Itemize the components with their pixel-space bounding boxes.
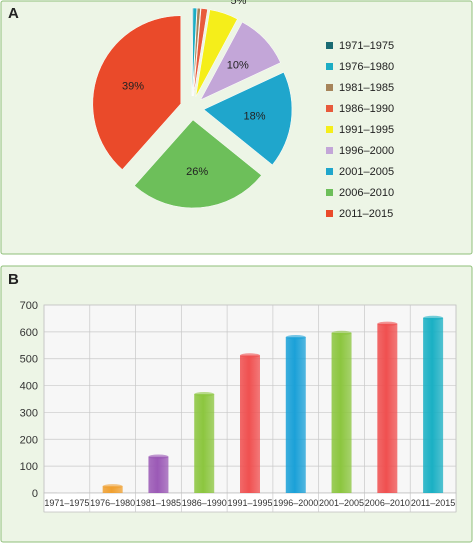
- x-category-label: 1971–1975: [44, 498, 89, 508]
- x-category-label: 1981–1985: [136, 498, 181, 508]
- legend-entry: 1991–1995: [339, 124, 394, 136]
- bar-1991–1995: [240, 355, 260, 493]
- bar-2001–2005: [331, 332, 352, 493]
- bar-2011–2015: [423, 317, 444, 493]
- legend-swatch: [326, 168, 333, 175]
- legend-swatch: [326, 126, 333, 133]
- bar-cap: [331, 330, 352, 336]
- legend-swatch: [326, 147, 333, 154]
- bar-1971–1975: [56, 492, 77, 493]
- y-tick-label: 500: [20, 354, 38, 366]
- bar-1981–1985: [148, 456, 169, 493]
- bar-1996–2000: [285, 337, 306, 493]
- x-category-label: 1996–2000: [273, 498, 318, 508]
- y-tick-label: 700: [20, 300, 38, 312]
- pie-slice-label: 5%: [231, 0, 247, 7]
- bar-1976–1980: [102, 486, 123, 493]
- y-tick-label: 600: [20, 327, 38, 339]
- y-tick-label: 100: [20, 461, 38, 473]
- pie-slice-2011–2015: [92, 15, 182, 170]
- legend-swatch: [326, 84, 333, 91]
- legend-entry: 1986–1990: [339, 103, 394, 115]
- legend-entry: 1976–1980: [339, 61, 394, 73]
- bar-cap: [148, 454, 169, 459]
- bar-1986–1990: [194, 394, 215, 493]
- legend-swatch: [326, 105, 333, 112]
- y-tick-label: 200: [20, 434, 38, 446]
- legend-entry: 1981–1985: [339, 82, 394, 94]
- legend-entry: 1971–1975: [339, 40, 394, 52]
- pie-slice-label: 26%: [186, 166, 208, 178]
- x-category-label: 1976–1980: [90, 498, 135, 508]
- legend-entry: 2011–2015: [339, 208, 393, 220]
- bar-cap: [423, 315, 444, 321]
- bar-2006–2010: [377, 323, 398, 493]
- pie-slice-label: 39%: [122, 81, 144, 93]
- pie-slice-1976–1980: [192, 7, 198, 97]
- bar-cap: [285, 335, 306, 340]
- bar-x-categories: 1971–1975 1976–1980 1981–1985 1986–1990 1991…: [44, 498, 455, 508]
- y-tick-label: 300: [20, 407, 38, 419]
- x-category-label: 2006–2010: [365, 498, 410, 508]
- pie-slice-1971–1975: [191, 7, 193, 97]
- panel-b-label: B: [8, 271, 19, 288]
- x-category-label: 2011–2015: [411, 498, 455, 508]
- bar-cap: [240, 353, 260, 358]
- bar-series: [56, 315, 444, 493]
- legend-swatch: [326, 189, 333, 196]
- legend-swatch: [326, 42, 333, 49]
- x-category-label: 1986–1990: [182, 498, 227, 508]
- pie-slice-2006–2010: [134, 119, 262, 209]
- pie-legend: 1971–1975 1976–1980 1981–1985 1986–1990 1991…: [326, 40, 394, 220]
- bar-y-ticks: 0 100 200 300 400 500 600 700: [20, 300, 38, 500]
- bar-cap: [102, 484, 123, 489]
- legend-entry: 2001–2005: [339, 166, 394, 178]
- legend-entry: 2006–2010: [339, 187, 394, 199]
- y-tick-label: 0: [32, 488, 38, 500]
- y-tick-label: 400: [20, 381, 38, 393]
- pie-slice-1981–1985: [192, 7, 201, 97]
- legend-entry: 1996–2000: [339, 145, 394, 157]
- x-category-label: 2001–2005: [319, 498, 364, 508]
- pie-slice-label: 18%: [244, 111, 266, 123]
- pie-slice-1991–1995: [195, 9, 238, 97]
- pie-slice-1986–1990: [193, 8, 208, 97]
- bar-cap: [194, 391, 215, 397]
- legend-swatch: [326, 210, 333, 217]
- pie-slice-2001–2005: [203, 71, 293, 166]
- pie-chart: [92, 7, 293, 209]
- bar-cap: [377, 321, 398, 326]
- legend-swatch: [326, 63, 333, 70]
- pie-slice-label: 10%: [227, 60, 249, 72]
- x-category-label: 1991–1995: [227, 498, 272, 508]
- pie-slice-1996–2000: [200, 21, 281, 101]
- panel-a-label: A: [8, 5, 19, 22]
- pie-labels: 0%0%1%1%5%10%18%26%39%: [122, 0, 266, 178]
